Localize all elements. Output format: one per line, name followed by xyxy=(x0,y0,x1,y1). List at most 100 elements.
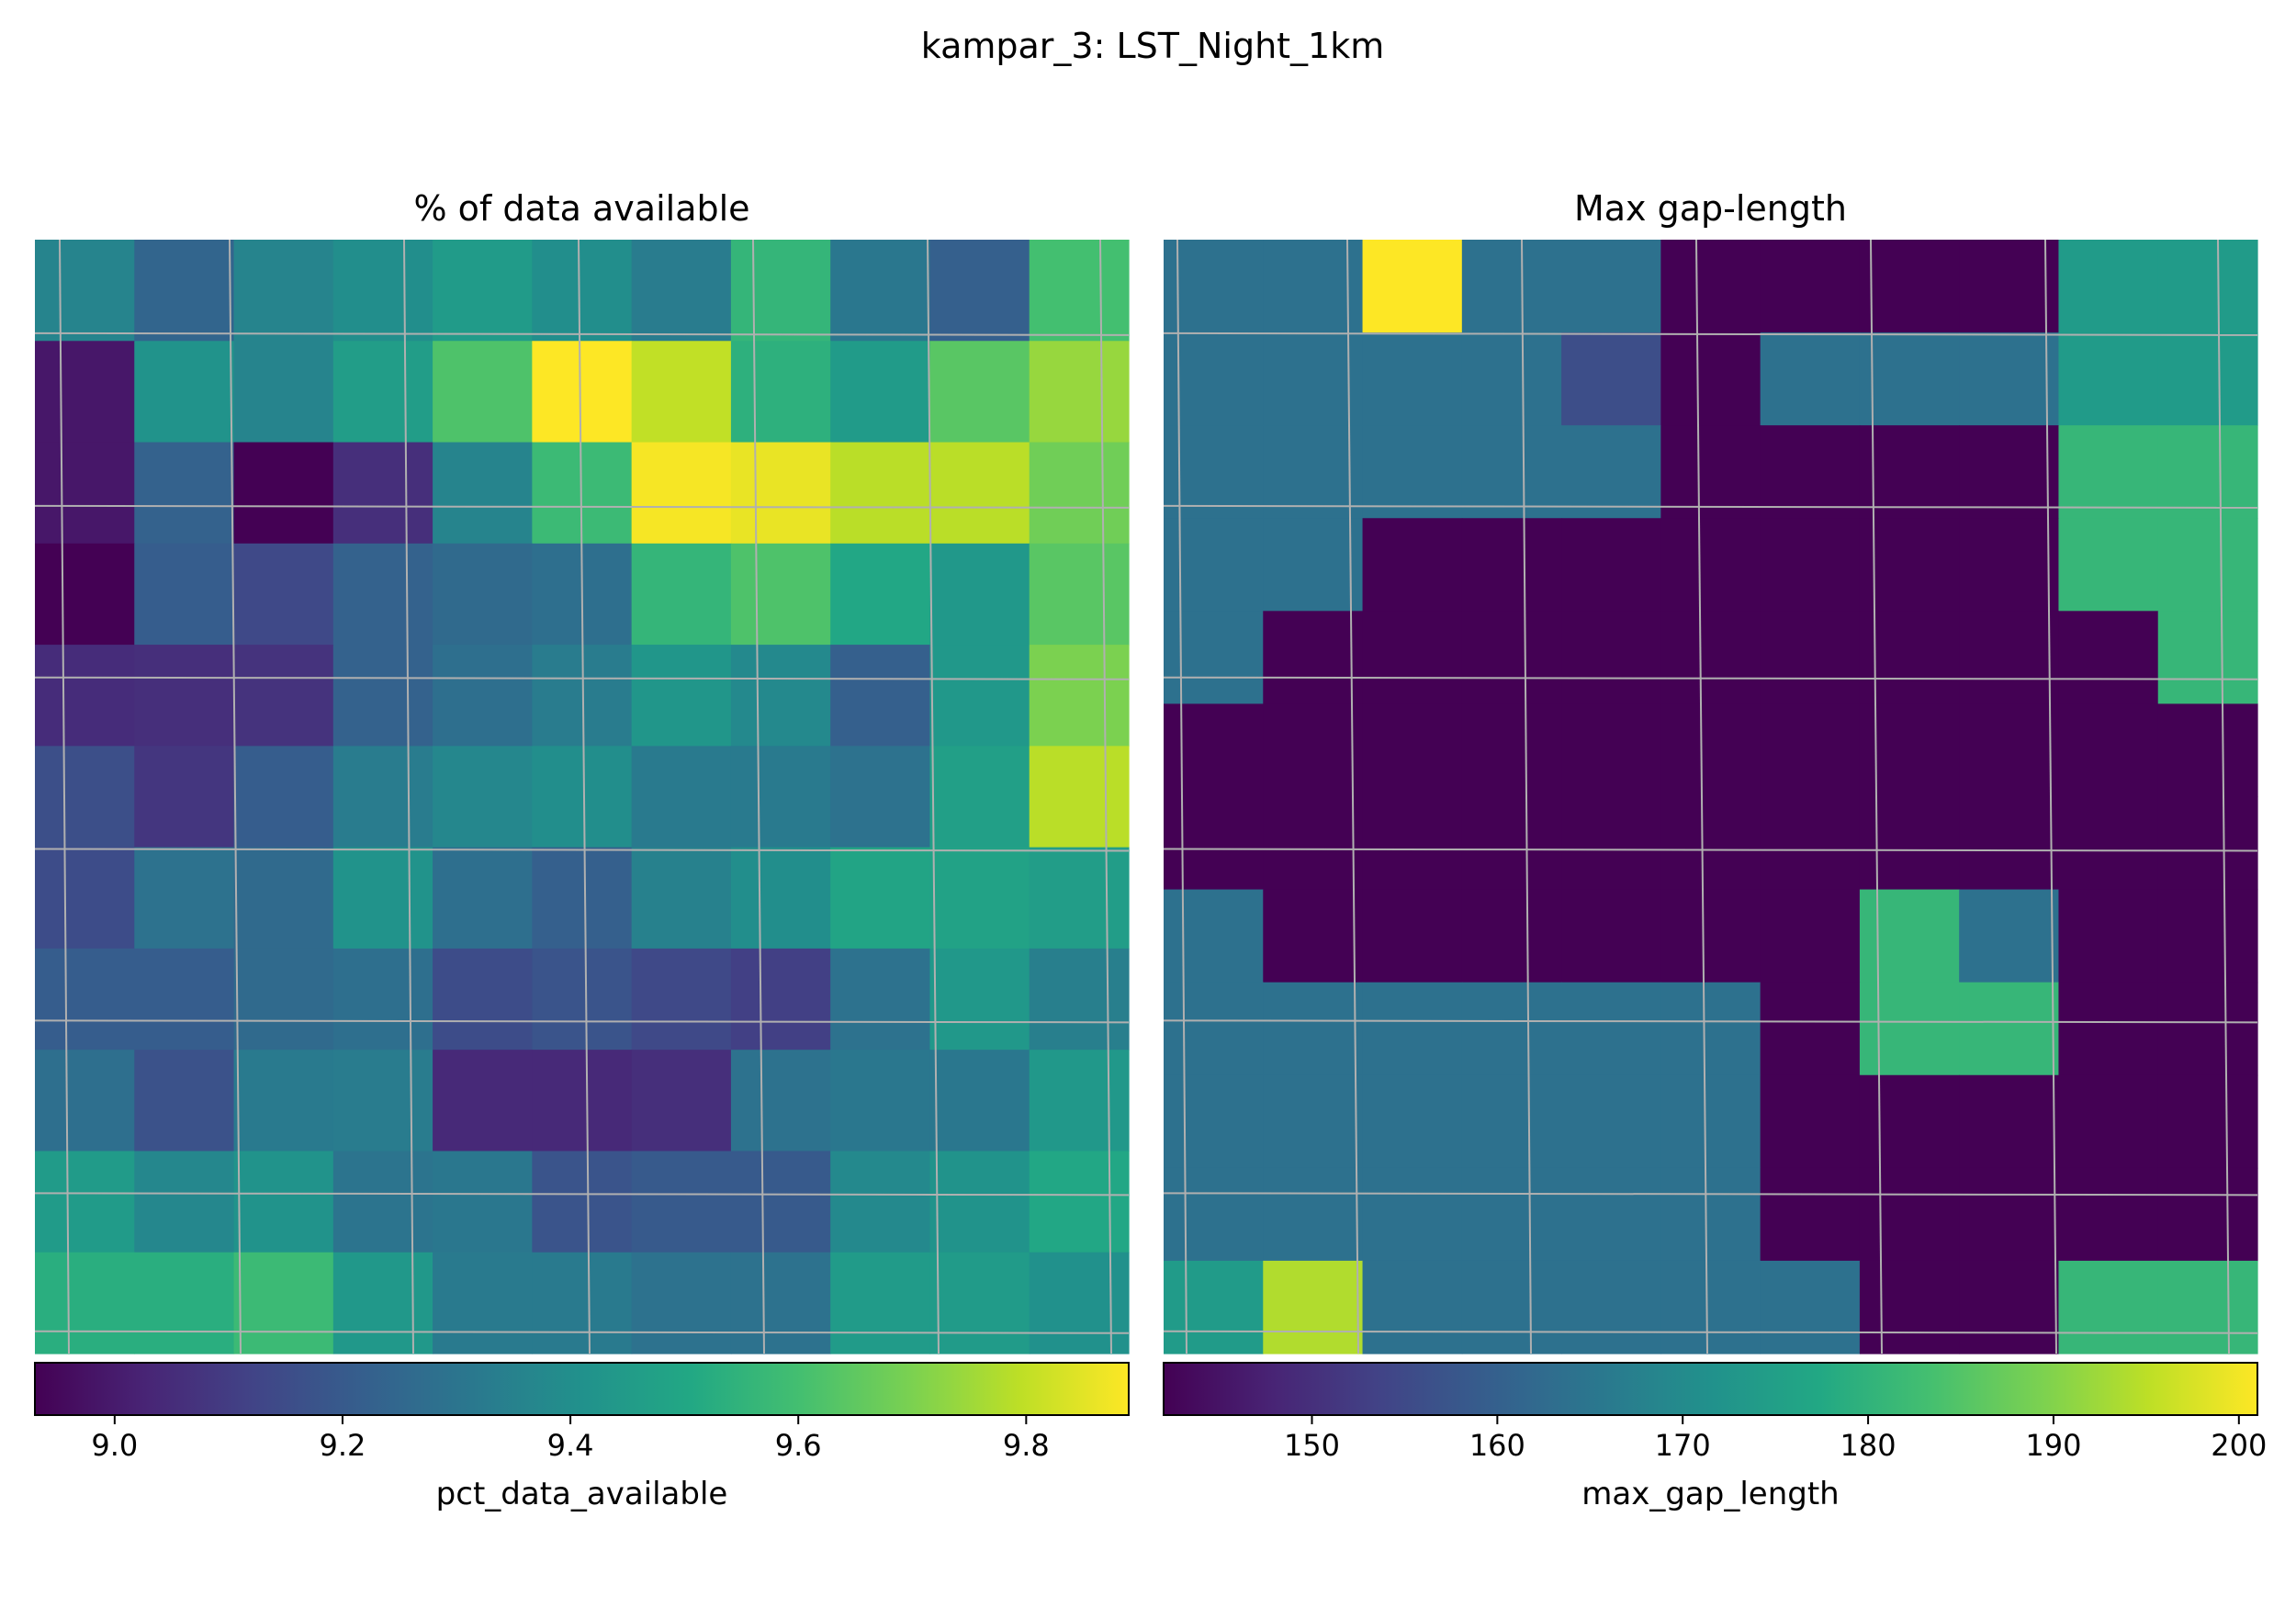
heatmap-cell xyxy=(1164,703,1264,798)
gridline xyxy=(1164,1330,2257,1334)
heatmap-cell xyxy=(631,645,732,747)
gridline xyxy=(35,1019,1129,1024)
heatmap-cell xyxy=(2058,982,2159,1076)
heatmap-cell xyxy=(332,1252,433,1354)
heatmap-cell xyxy=(1263,332,1364,426)
heatmap-cell xyxy=(1859,332,1960,426)
heatmap-cell xyxy=(830,1252,931,1354)
heatmap-cell xyxy=(929,1151,1030,1253)
gridline xyxy=(752,240,765,1354)
gridline xyxy=(1164,676,2257,680)
heatmap-cell xyxy=(1660,240,1761,333)
heatmap-cell xyxy=(1029,442,1130,545)
heatmap-cell xyxy=(134,948,235,1051)
heatmap-cell xyxy=(1362,1074,1463,1169)
heatmap-cell xyxy=(134,645,235,747)
heatmap-cell xyxy=(2157,332,2258,426)
heatmap-cell xyxy=(433,1050,533,1152)
gridline xyxy=(35,1330,1129,1334)
heatmap-cell xyxy=(1461,982,1562,1076)
heatmap-cell xyxy=(631,240,732,342)
heatmap-cell xyxy=(929,543,1030,646)
heatmap-cell xyxy=(134,341,235,444)
heatmap-cell xyxy=(1029,1252,1130,1354)
heatmap-cell xyxy=(1660,1260,1761,1354)
colorbar-tick-label: 9.8 xyxy=(1003,1428,1050,1463)
heatmap-cell xyxy=(1362,1260,1463,1354)
gridline xyxy=(59,240,70,1354)
heatmap-cell xyxy=(1660,332,1761,426)
heatmap-cell xyxy=(433,1252,533,1354)
heatmap-cell xyxy=(1029,240,1130,342)
heatmap-cell xyxy=(1660,611,1761,705)
heatmap-cell xyxy=(233,1151,334,1253)
heatmap-cell xyxy=(1760,425,1861,519)
heatmap-cell xyxy=(2157,796,2258,891)
heatmap-cell xyxy=(929,442,1030,545)
heatmap-cell xyxy=(233,1252,334,1354)
heatmap-cell xyxy=(929,341,1030,444)
heatmap-cell xyxy=(730,543,831,646)
heatmap-cell xyxy=(332,948,433,1051)
gridline xyxy=(1099,240,1112,1354)
heatmap-cell xyxy=(1263,982,1364,1076)
heatmap-cell xyxy=(233,543,334,646)
heatmap-cell xyxy=(1029,948,1130,1051)
heatmap-cell xyxy=(134,1252,235,1354)
heatmap-cell xyxy=(1760,1167,1861,1262)
heatmap-cell xyxy=(1029,1050,1130,1152)
heatmap-cell xyxy=(1164,332,1264,426)
heatmap-cell xyxy=(1164,1260,1264,1354)
heatmap-cell xyxy=(1263,1074,1364,1169)
heatmap-cell xyxy=(1461,518,1562,612)
colorbar-tick-label: 9.6 xyxy=(775,1428,822,1463)
heatmap-cell xyxy=(730,746,831,848)
gridline xyxy=(1164,332,2257,336)
heatmap-cell xyxy=(1959,240,2060,333)
heatmap-cell xyxy=(1959,1167,2060,1262)
heatmap-cell xyxy=(433,341,533,444)
heatmap-cell xyxy=(532,948,633,1051)
heatmap-cell xyxy=(233,442,334,545)
heatmap-cell xyxy=(2157,703,2258,798)
heatmap-cell xyxy=(134,240,235,342)
heatmap-cell xyxy=(2058,518,2159,612)
heatmap-cell xyxy=(332,240,433,342)
heatmap-cell xyxy=(929,746,1030,848)
heatmap-cell xyxy=(35,442,135,545)
colorbar-tick-label: 9.2 xyxy=(320,1428,366,1463)
heatmap-cell xyxy=(532,746,633,848)
figure-suptitle: kampar_3: LST_Night_1km xyxy=(921,26,1385,66)
heatmap-cell xyxy=(929,1252,1030,1354)
heatmap-cell xyxy=(1859,518,1960,612)
heatmap-cell xyxy=(2157,982,2258,1076)
heatmap-cell xyxy=(532,240,633,342)
heatmap-cell xyxy=(332,1151,433,1253)
heatmap-cell xyxy=(1164,1074,1264,1169)
heatmap-cell xyxy=(1760,611,1861,705)
heatmap-cell xyxy=(532,341,633,444)
heatmap-cell xyxy=(631,948,732,1051)
heatmap-cell xyxy=(1959,889,2060,983)
heatmap-cell xyxy=(1859,982,1960,1076)
panel-title: Max gap-length xyxy=(1574,188,1847,229)
gridline xyxy=(2044,240,2057,1354)
heatmap-cell xyxy=(1164,240,1264,333)
heatmap-cell xyxy=(1263,889,1364,983)
gridline xyxy=(1164,848,2257,852)
heatmap-cell xyxy=(2058,1167,2159,1262)
heatmap-cell xyxy=(1561,1260,1661,1354)
heatmap-cell xyxy=(1362,889,1463,983)
heatmap-cell xyxy=(1362,240,1463,333)
heatmap-cell xyxy=(1959,703,2060,798)
heatmap-cell xyxy=(1461,796,1562,891)
heatmap-cell xyxy=(1959,1074,2060,1169)
map-gridlines xyxy=(35,240,1129,1354)
heatmap-cell xyxy=(1263,518,1364,612)
heatmap-cell xyxy=(1760,796,1861,891)
heatmap-cell xyxy=(1859,1260,1960,1354)
heatmap-cell xyxy=(730,948,831,1051)
heatmap-cell xyxy=(1164,518,1264,612)
heatmap-cell xyxy=(332,341,433,444)
